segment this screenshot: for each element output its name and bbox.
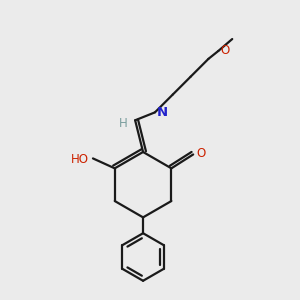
Text: N: N xyxy=(157,106,168,119)
Text: O: O xyxy=(196,147,206,160)
Text: H: H xyxy=(118,117,127,130)
Text: O: O xyxy=(220,44,230,57)
Text: HO: HO xyxy=(71,153,89,166)
